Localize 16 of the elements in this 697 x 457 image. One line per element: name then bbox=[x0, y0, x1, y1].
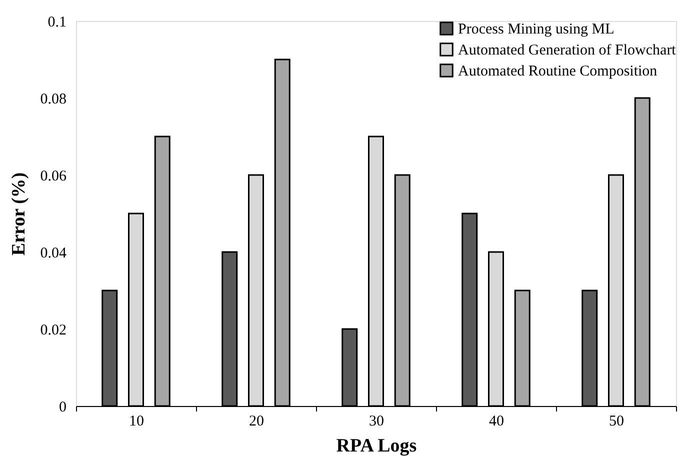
y-tick-label: 0.02 bbox=[40, 322, 66, 338]
y-tick-label: 0.08 bbox=[40, 92, 66, 108]
x-tick-label: 30 bbox=[369, 414, 384, 430]
legend-label: Process Mining using ML bbox=[458, 22, 614, 38]
y-tick-label: 0.04 bbox=[40, 246, 67, 262]
legend-label: Automated Routine Composition bbox=[458, 64, 658, 80]
y-tick-label: 0.06 bbox=[40, 168, 67, 184]
x-tick-label: 10 bbox=[129, 414, 144, 430]
y-axis-title: Error (%) bbox=[8, 172, 30, 256]
legend-label: Automated Generation of Flowchart bbox=[458, 42, 677, 58]
x-tick-label: 50 bbox=[609, 414, 624, 430]
y-tick-label: 0 bbox=[59, 400, 66, 416]
x-axis-title: RPA Logs bbox=[336, 436, 417, 456]
x-tick-label: 40 bbox=[489, 414, 504, 430]
y-tick-label: 0.1 bbox=[48, 14, 66, 30]
x-tick-label: 20 bbox=[249, 414, 264, 430]
